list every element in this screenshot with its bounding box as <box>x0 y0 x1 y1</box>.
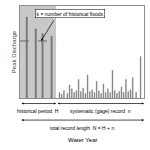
svg-text:total record length N = H + n: total record length N = H + n <box>50 125 114 131</box>
svg-text:Water Year: Water Year <box>68 137 97 143</box>
svg-text:k = number of historical flood: k = number of historical floods <box>37 11 104 17</box>
svg-text:systematic (gage) record n: systematic (gage) record n <box>70 108 131 114</box>
svg-text:Peak Discharge: Peak Discharge <box>11 30 17 73</box>
svg-text:historical period H: historical period H <box>17 108 59 114</box>
